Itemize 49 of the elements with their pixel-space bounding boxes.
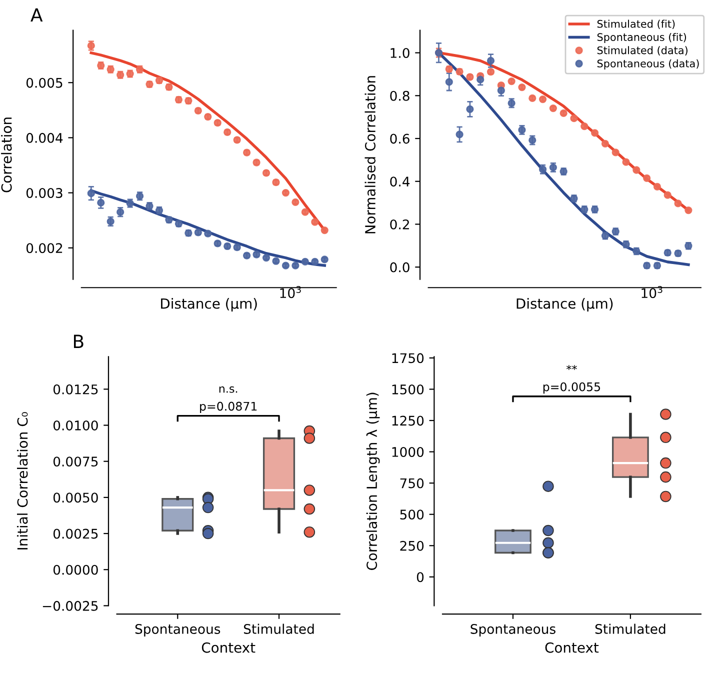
y-axis-title: Correlation <box>1 118 12 192</box>
y-tick-label: 0.005 <box>26 78 62 88</box>
x-tick-label: Stimulated <box>595 624 666 634</box>
annotation: ** <box>566 364 577 370</box>
y-axis-title: Initial Correlation C₀ <box>16 412 28 550</box>
text: A <box>30 8 43 22</box>
y-tick-label: 750 <box>400 478 424 488</box>
y-tick-label: 0 <box>416 572 424 582</box>
x-axis-title: Distance (μm) <box>161 298 257 312</box>
y-tick-label: 0.2 <box>390 219 409 230</box>
y-tick-label: 0.0000 <box>53 564 98 575</box>
y-tick-label: 1.0 <box>390 48 410 58</box>
x-axis-title: Context <box>202 642 256 653</box>
y-tick-label: 0.0100 <box>53 420 98 430</box>
text: 10$^{3}$ <box>280 286 301 298</box>
legend-label: Spontaneous (fit) <box>597 32 686 44</box>
y-tick-label: 0.0050 <box>53 492 98 503</box>
y-tick-label: 500 <box>400 510 424 520</box>
y-tick-label: 0.8 <box>390 90 410 101</box>
legend-label: Stimulated (data) <box>597 46 688 56</box>
y-tick-label: 1250 <box>392 416 424 426</box>
y-tick-label: 0.0 <box>390 262 410 272</box>
y-tick-label: 1750 <box>392 353 424 364</box>
y-tick-label: 1000 <box>392 447 424 457</box>
y-axis-title: Correlation Length λ (μm) <box>366 392 380 570</box>
y-tick-label: 1500 <box>392 384 424 394</box>
y-tick-label: 0.0125 <box>53 384 98 394</box>
x-axis-title: Context <box>545 642 599 653</box>
y-tick-label: 0.0075 <box>53 456 98 467</box>
y-tick-label: 0.004 <box>26 132 63 143</box>
y-tick-label: 250 <box>400 540 424 551</box>
x-tick-label: Spontaneous <box>135 624 220 637</box>
y-axis-title: Normalised Correlation <box>364 76 376 234</box>
x-tick-label: Stimulated <box>244 624 314 634</box>
y-tick-label: 0.002 <box>26 243 62 254</box>
text: 10$^{3}$ <box>642 286 662 298</box>
legend-label: Stimulated (fit) <box>597 20 675 30</box>
legend-label: Spontaneous (data) <box>597 59 699 70</box>
y-tick-label: 0.6 <box>390 134 410 144</box>
y-tick-label: −0.0025 <box>42 600 98 611</box>
y-tick-label: 0.4 <box>390 176 410 187</box>
annotation: p=0.0055 <box>543 382 600 394</box>
x-tick-label: Spontaneous <box>470 624 556 637</box>
x-axis-title: Distance (μm) <box>516 298 613 312</box>
y-tick-label: 0.003 <box>26 188 62 198</box>
annotation: n.s. <box>219 386 238 393</box>
annotation: p=0.0871 <box>200 402 257 414</box>
y-tick-label: 0.0025 <box>53 528 98 539</box>
text: B <box>74 334 84 348</box>
